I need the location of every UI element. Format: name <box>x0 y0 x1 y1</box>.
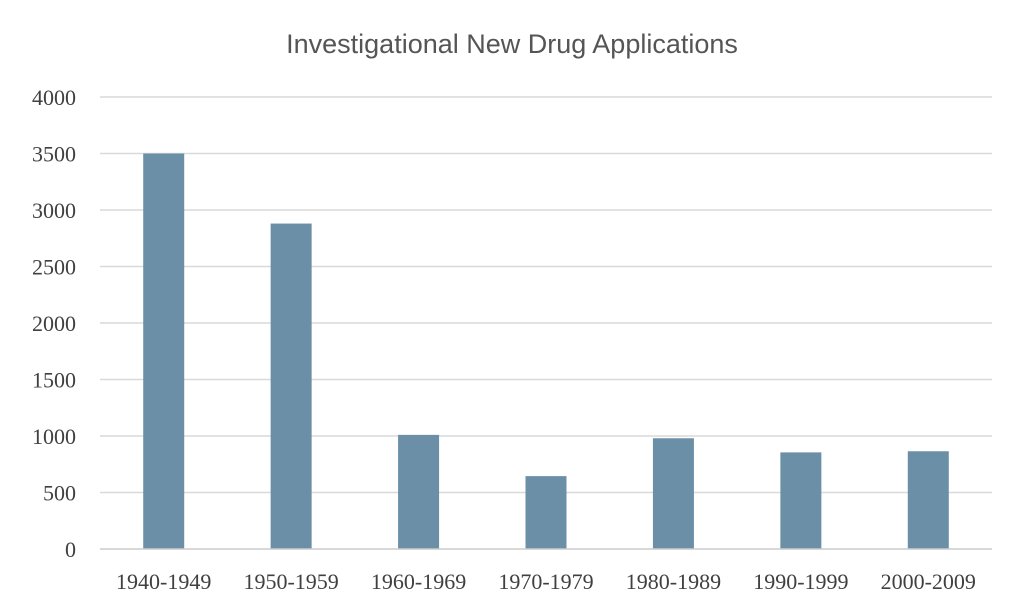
x-tick-label: 1960-1969 <box>371 569 466 594</box>
y-tick-label: 0 <box>65 537 76 562</box>
x-tick-label: 1990-1999 <box>753 569 848 594</box>
gridlines <box>100 96 992 494</box>
y-tick-label: 3000 <box>32 198 76 223</box>
y-tick-label: 1000 <box>32 424 76 449</box>
x-tick-label: 1940-1949 <box>116 569 211 594</box>
bar-1970-1979 <box>525 476 567 549</box>
x-tick-label: 1980-1989 <box>626 569 721 594</box>
bar-1980-1989 <box>652 438 694 549</box>
chart-title: Investigational New Drug Applications <box>286 29 738 59</box>
bars <box>143 153 949 549</box>
bar-2000-2009 <box>907 451 949 549</box>
y-tick-label: 3500 <box>32 142 76 167</box>
x-tick-label: 1950-1959 <box>243 569 338 594</box>
x-tick-label: 1970-1979 <box>498 569 593 594</box>
y-axis: 0 500 1000 1500 2000 2500 3000 3500 4000 <box>32 85 76 562</box>
y-tick-label: 500 <box>43 481 76 506</box>
bar-1960-1969 <box>398 434 440 549</box>
x-axis: 1940-1949 1950-1959 1960-1969 1970-1979 1980… <box>116 569 976 594</box>
x-tick-label: 2000-2009 <box>881 569 976 594</box>
y-tick-label: 1500 <box>32 368 76 393</box>
bar-1990-1999 <box>780 452 822 549</box>
y-tick-label: 2000 <box>32 311 76 336</box>
y-tick-label: 2500 <box>32 255 76 280</box>
y-tick-label: 4000 <box>32 85 76 110</box>
bar-1940-1949 <box>143 153 185 549</box>
bar-1950-1959 <box>270 223 312 549</box>
